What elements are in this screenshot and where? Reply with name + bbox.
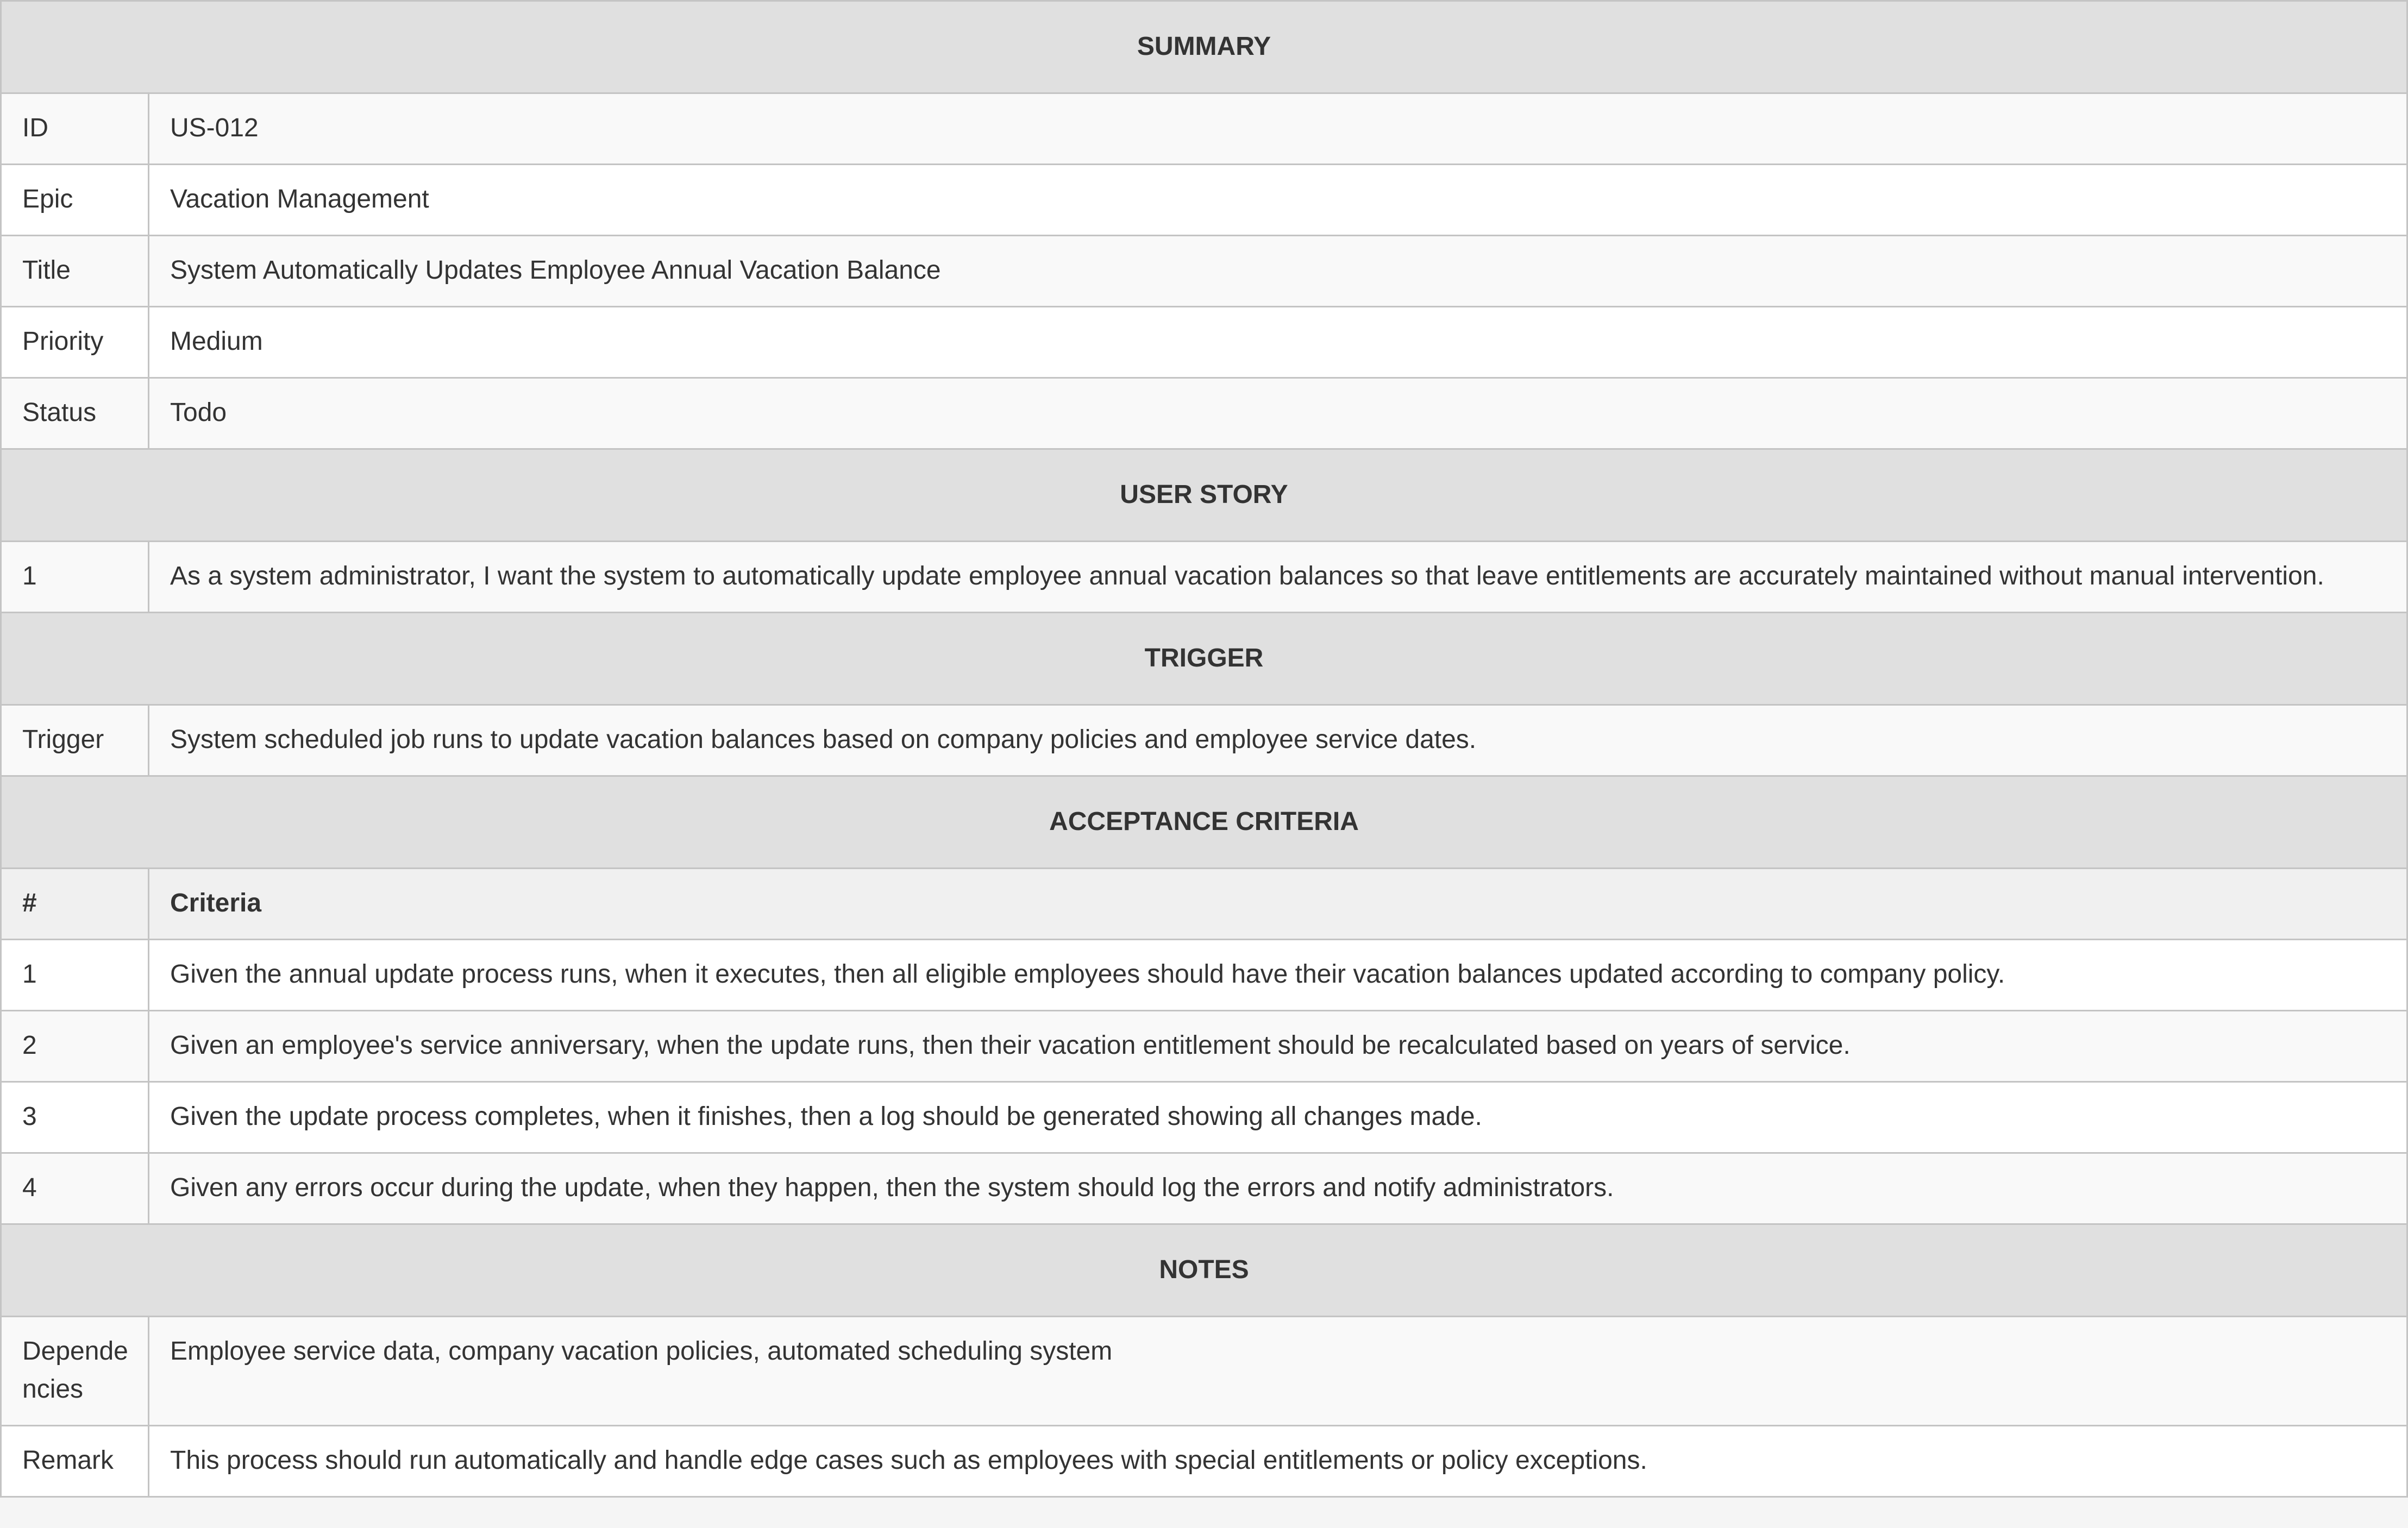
table-row: 2 Given an employee's service anniversary… — [0, 1010, 2408, 1083]
row-value: Employee service data, company vacation … — [148, 1316, 2408, 1426]
table-row: Priority Medium — [0, 306, 2408, 379]
section-heading: USER STORY — [0, 448, 2408, 542]
section-user-story: USER STORY — [0, 448, 2408, 542]
table-row: 4 Given any errors occur during the updat… — [0, 1152, 2408, 1225]
row-value: Given any errors occur during the update… — [148, 1152, 2408, 1225]
table-row: ID US-012 — [0, 92, 2408, 165]
row-value: Medium — [148, 306, 2408, 379]
table-row: Title System Automatically Updates Employ… — [0, 235, 2408, 307]
row-value: Given the update process completes, when… — [148, 1081, 2408, 1154]
row-value: Todo — [148, 377, 2408, 450]
row-label: Remark — [0, 1425, 149, 1498]
row-label: Epic — [0, 164, 149, 236]
row-value: Given an employee's service anniversary,… — [148, 1010, 2408, 1083]
row-label: Trigger — [0, 704, 149, 777]
section-heading: SUMMARY — [0, 0, 2408, 94]
row-label: ID — [0, 92, 149, 165]
column-header-row: # Criteria — [0, 867, 2408, 940]
row-value: US-012 — [148, 92, 2408, 165]
table-row: 1 As a system administrator, I want the s… — [0, 540, 2408, 613]
row-value: System scheduled job runs to update vaca… — [148, 704, 2408, 777]
column-header-criteria: Criteria — [148, 867, 2408, 940]
table-row: Remark This process should run automatica… — [0, 1425, 2408, 1498]
section-summary: SUMMARY — [0, 0, 2408, 94]
row-value: Given the annual update process runs, wh… — [148, 939, 2408, 1011]
row-value: This process should run automatically an… — [148, 1425, 2408, 1498]
table-row: Status Todo — [0, 377, 2408, 450]
table-row: Epic Vacation Management — [0, 164, 2408, 236]
table-row: 3 Given the update process completes, whe… — [0, 1081, 2408, 1154]
table-row: 1 Given the annual update process runs, w… — [0, 939, 2408, 1011]
table-row: Trigger System scheduled job runs to upda… — [0, 704, 2408, 777]
row-value: As a system administrator, I want the sy… — [148, 540, 2408, 613]
section-heading: TRIGGER — [0, 612, 2408, 706]
section-acceptance-criteria: ACCEPTANCE CRITERIA — [0, 775, 2408, 869]
table-row: Dependencies Employee service data, compa… — [0, 1316, 2408, 1426]
row-label: Status — [0, 377, 149, 450]
row-label: Title — [0, 235, 149, 307]
row-label: 2 — [0, 1010, 149, 1083]
section-trigger: TRIGGER — [0, 612, 2408, 706]
row-label: 3 — [0, 1081, 149, 1154]
column-header-number: # — [0, 867, 149, 940]
section-heading: NOTES — [0, 1223, 2408, 1317]
row-label: 1 — [0, 939, 149, 1011]
section-heading: ACCEPTANCE CRITERIA — [0, 775, 2408, 869]
row-label: 4 — [0, 1152, 149, 1225]
row-value: System Automatically Updates Employee An… — [148, 235, 2408, 307]
row-value: Vacation Management — [148, 164, 2408, 236]
row-label: Dependencies — [0, 1316, 149, 1426]
row-label: Priority — [0, 306, 149, 379]
row-label: 1 — [0, 540, 149, 613]
section-notes: NOTES — [0, 1223, 2408, 1317]
